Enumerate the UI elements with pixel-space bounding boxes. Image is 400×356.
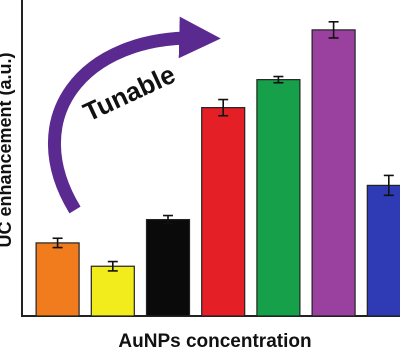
bar — [256, 79, 301, 317]
error-bar — [52, 237, 63, 249]
error-bar — [328, 20, 339, 39]
error-bar — [218, 98, 229, 117]
bar — [366, 184, 400, 317]
error-bar — [273, 75, 284, 84]
bar — [311, 29, 356, 317]
error-bar — [163, 214, 173, 225]
x-axis-label: AuNPs concentration — [118, 331, 311, 352]
bar — [145, 218, 191, 317]
arrow — [47, 16, 221, 214]
y-axis-label: UC enhancement (a.u.) — [0, 52, 15, 247]
error-bar — [383, 174, 394, 197]
bar — [35, 242, 80, 317]
bar — [201, 107, 246, 317]
bar — [90, 265, 135, 317]
error-bar — [107, 260, 118, 272]
